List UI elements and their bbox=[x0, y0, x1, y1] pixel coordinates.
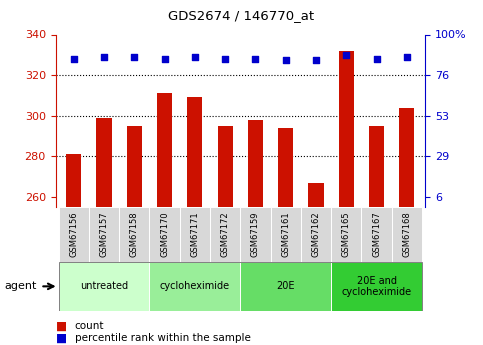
Bar bbox=[331, 262, 422, 310]
Point bbox=[100, 54, 108, 60]
Point bbox=[342, 52, 350, 58]
Text: GSM67162: GSM67162 bbox=[312, 211, 321, 257]
Point bbox=[191, 54, 199, 60]
Text: GSM67172: GSM67172 bbox=[221, 211, 229, 257]
Point bbox=[252, 56, 259, 61]
Bar bbox=[241, 207, 270, 262]
Text: ■: ■ bbox=[56, 319, 67, 333]
Bar bbox=[149, 262, 241, 310]
Text: percentile rank within the sample: percentile rank within the sample bbox=[75, 333, 251, 343]
Text: agent: agent bbox=[5, 282, 37, 291]
Bar bbox=[241, 262, 331, 310]
Bar bbox=[301, 207, 331, 262]
Bar bbox=[58, 207, 89, 262]
Point bbox=[130, 54, 138, 60]
Bar bbox=[369, 126, 384, 207]
Bar bbox=[278, 128, 293, 207]
Bar bbox=[339, 51, 354, 207]
Text: ■: ■ bbox=[56, 332, 67, 345]
Point bbox=[221, 56, 229, 61]
Point bbox=[373, 56, 381, 61]
Text: count: count bbox=[75, 321, 104, 331]
Text: untreated: untreated bbox=[80, 282, 128, 291]
Bar bbox=[89, 207, 119, 262]
Text: GSM67158: GSM67158 bbox=[130, 211, 139, 257]
Bar bbox=[217, 126, 233, 207]
Bar bbox=[361, 207, 392, 262]
Text: GSM67165: GSM67165 bbox=[342, 211, 351, 257]
Bar bbox=[309, 183, 324, 207]
Text: GSM67159: GSM67159 bbox=[251, 211, 260, 257]
Text: cycloheximide: cycloheximide bbox=[160, 282, 230, 291]
Bar bbox=[392, 207, 422, 262]
Text: 20E and
cycloheximide: 20E and cycloheximide bbox=[341, 276, 412, 297]
Bar bbox=[127, 126, 142, 207]
Point bbox=[161, 56, 169, 61]
Bar bbox=[157, 93, 172, 207]
Bar bbox=[97, 118, 112, 207]
Text: 20E: 20E bbox=[276, 282, 295, 291]
Text: GSM67170: GSM67170 bbox=[160, 211, 169, 257]
Text: GSM67161: GSM67161 bbox=[281, 211, 290, 257]
Bar bbox=[248, 120, 263, 207]
Bar bbox=[210, 207, 241, 262]
Point bbox=[403, 54, 411, 60]
Bar bbox=[187, 97, 202, 207]
Text: GSM67171: GSM67171 bbox=[190, 211, 199, 257]
Text: GSM67157: GSM67157 bbox=[99, 211, 109, 257]
Bar bbox=[270, 207, 301, 262]
Text: GSM67168: GSM67168 bbox=[402, 211, 412, 257]
Bar bbox=[331, 207, 361, 262]
Point bbox=[282, 58, 290, 63]
Text: GDS2674 / 146770_at: GDS2674 / 146770_at bbox=[169, 9, 314, 22]
Bar bbox=[58, 262, 149, 310]
Point bbox=[312, 58, 320, 63]
Point bbox=[70, 56, 78, 61]
Bar bbox=[399, 108, 414, 207]
Bar bbox=[180, 207, 210, 262]
Bar bbox=[149, 207, 180, 262]
Bar bbox=[66, 154, 81, 207]
Text: GSM67156: GSM67156 bbox=[69, 211, 78, 257]
Text: GSM67167: GSM67167 bbox=[372, 211, 381, 257]
Bar bbox=[119, 207, 149, 262]
